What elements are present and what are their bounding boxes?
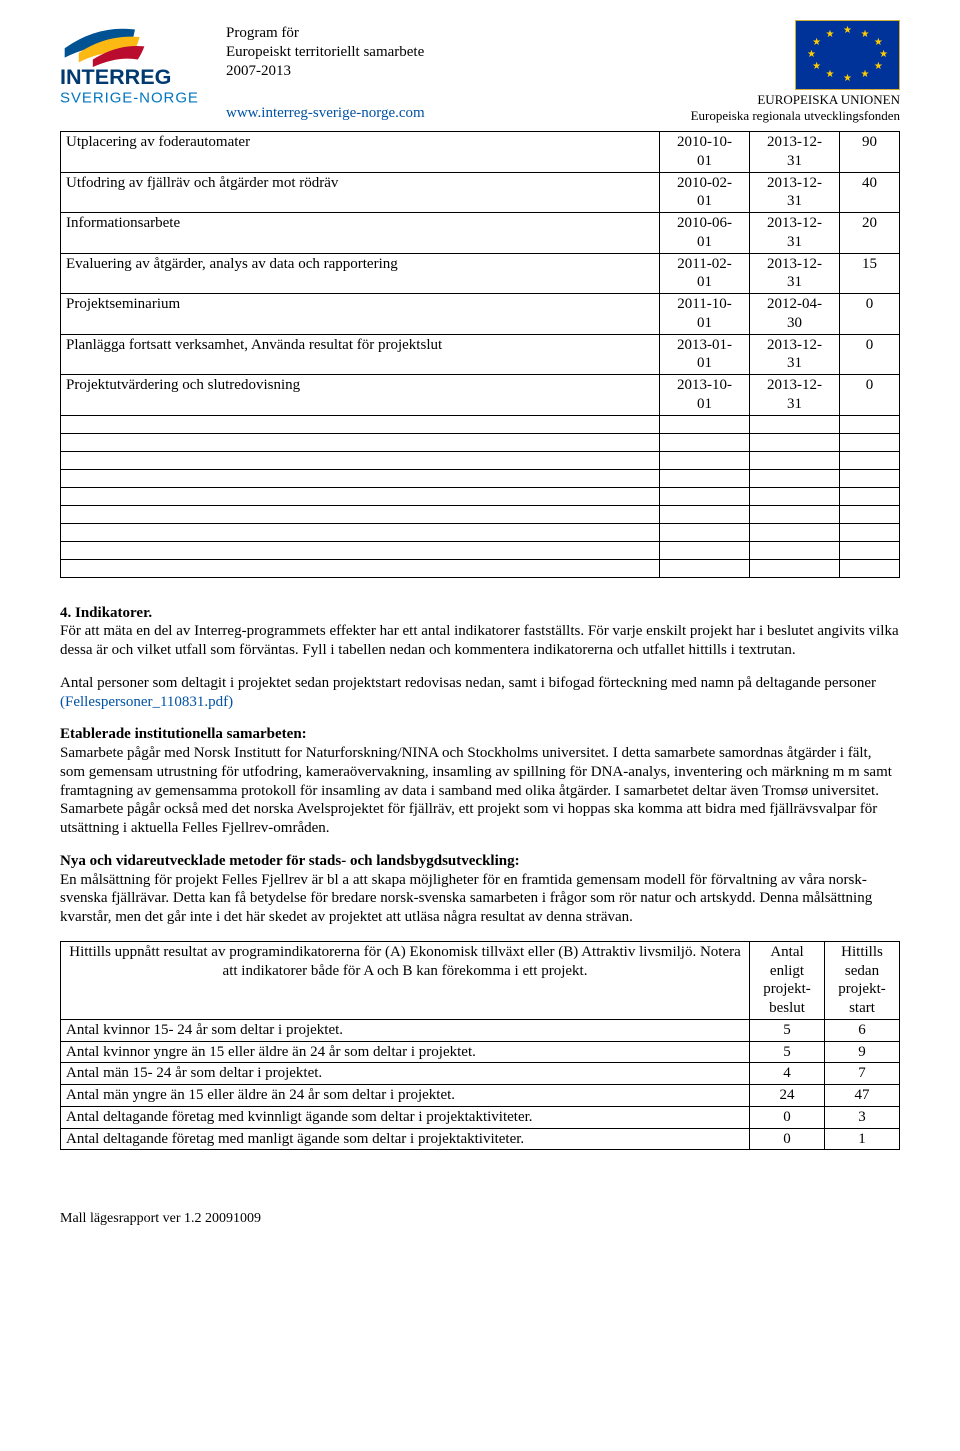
cell-label: Antal deltagande företag med kvinnligt ä… <box>61 1106 750 1128</box>
cell-date-end: 2013-12-31 <box>750 172 840 213</box>
cell-n2: 47 <box>825 1085 900 1107</box>
table-row: Antal kvinnor yngre än 15 eller äldre än… <box>61 1041 900 1063</box>
header-center: Program för Europeiskt territoriellt sam… <box>226 20 675 123</box>
th-antal: Antal enligt projekt- beslut <box>750 941 825 1019</box>
cell-number: 40 <box>840 172 900 213</box>
table-row: Antal kvinnor 15- 24 år som deltar i pro… <box>61 1019 900 1041</box>
cell-date-start: 2013-01-01 <box>660 334 750 375</box>
header-right: ★ ★ ★ ★ ★ ★ ★ ★ ★ ★ ★ ★ EUROPEISKA UNION… <box>691 20 900 123</box>
table-row: Informationsarbete2010-06-012013-12-3120 <box>61 213 900 254</box>
cell-date-start: 2011-02-01 <box>660 253 750 294</box>
table-row-empty <box>61 541 900 559</box>
section-4-heading: 4. Indikatorer. <box>60 604 900 623</box>
sub1: Etablerade institutionella samarbeten: S… <box>60 725 900 838</box>
sub1-heading: Etablerade institutionella samarbeten: <box>60 726 307 742</box>
table-row: Evaluering av åtgärder, analys av data o… <box>61 253 900 294</box>
table-row-empty <box>61 487 900 505</box>
cell-label: Antal deltagande företag med manligt äga… <box>61 1128 750 1150</box>
table-row: Antal män 15- 24 år som deltar i projekt… <box>61 1063 900 1085</box>
activities-table: Utplacering av foderautomater2010-10-012… <box>60 131 900 578</box>
th-hittills: Hittills sedan projekt- start <box>825 941 900 1019</box>
table-row-empty <box>61 451 900 469</box>
cell-activity: Planlägga fortsatt verksamhet, Använda r… <box>61 334 660 375</box>
cell-number: 0 <box>840 334 900 375</box>
sub2-heading: Nya och vidareutvecklade metoder för sta… <box>60 853 520 869</box>
eu-title: EUROPEISKA UNIONEN <box>691 92 900 108</box>
cell-date-start: 2010-10-01 <box>660 132 750 173</box>
website-link[interactable]: www.interreg-sverige-norge.com <box>226 104 675 123</box>
cell-activity: Utfodring av fjällräv och åtgärder mot r… <box>61 172 660 213</box>
program-line-2: Europeiskt territoriellt samarbete <box>226 43 675 62</box>
cell-n2: 6 <box>825 1019 900 1041</box>
cell-n2: 7 <box>825 1063 900 1085</box>
table-row: Projektutvärdering och slutredovisning20… <box>61 375 900 416</box>
cell-date-end: 2013-12-31 <box>750 334 840 375</box>
table-row: Antal deltagande företag med kvinnligt ä… <box>61 1106 900 1128</box>
cell-number: 15 <box>840 253 900 294</box>
cell-n1: 4 <box>750 1063 825 1085</box>
table-row: Antal deltagande företag med manligt äga… <box>61 1128 900 1150</box>
cell-activity: Informationsarbete <box>61 213 660 254</box>
page-header: INTERREG SVERIGE-NORGE Program för Europ… <box>60 20 900 123</box>
para-persons-text: Antal personer som deltagit i projektet … <box>60 675 876 691</box>
cell-n1: 0 <box>750 1128 825 1150</box>
table-row: Utplacering av foderautomater2010-10-012… <box>61 132 900 173</box>
table-row: Planlägga fortsatt verksamhet, Använda r… <box>61 334 900 375</box>
program-line-1: Program för <box>226 24 675 43</box>
svg-text:INTERREG: INTERREG <box>60 64 171 89</box>
cell-date-end: 2012-04-30 <box>750 294 840 335</box>
cell-number: 0 <box>840 294 900 335</box>
para-persons: Antal personer som deltagit i projektet … <box>60 674 900 712</box>
section-4-desc: För att mäta en del av Interreg-programm… <box>60 622 900 660</box>
sub1-body: Samarbete pågår med Norsk Institutt for … <box>60 745 892 836</box>
cell-activity: Projektutvärdering och slutredovisning <box>61 375 660 416</box>
cell-label: Antal män 15- 24 år som deltar i projekt… <box>61 1063 750 1085</box>
eu-flag-icon: ★ ★ ★ ★ ★ ★ ★ ★ ★ ★ ★ ★ <box>795 20 900 90</box>
program-line-3: 2007-2013 <box>226 62 675 81</box>
table-row-empty <box>61 415 900 433</box>
cell-label: Antal män yngre än 15 eller äldre än 24 … <box>61 1085 750 1107</box>
cell-n1: 0 <box>750 1106 825 1128</box>
table-header-row: Hittills uppnått resultat av programindi… <box>61 941 900 1019</box>
cell-n2: 9 <box>825 1041 900 1063</box>
pdf-link[interactable]: (Fellespersoner_110831.pdf) <box>60 694 233 710</box>
cell-date-end: 2013-12-31 <box>750 375 840 416</box>
cell-n2: 3 <box>825 1106 900 1128</box>
cell-activity: Evaluering av åtgärder, analys av data o… <box>61 253 660 294</box>
cell-activity: Utplacering av foderautomater <box>61 132 660 173</box>
cell-n2: 1 <box>825 1128 900 1150</box>
table-row: Utfodring av fjällräv och åtgärder mot r… <box>61 172 900 213</box>
table-row-empty <box>61 433 900 451</box>
cell-number: 0 <box>840 375 900 416</box>
page-footer: Mall lägesrapport ver 1.2 20091009 <box>60 1210 900 1228</box>
cell-n1: 5 <box>750 1019 825 1041</box>
cell-date-end: 2013-12-31 <box>750 213 840 254</box>
cell-date-start: 2010-06-01 <box>660 213 750 254</box>
cell-date-end: 2013-12-31 <box>750 253 840 294</box>
cell-label: Antal kvinnor 15- 24 år som deltar i pro… <box>61 1019 750 1041</box>
cell-date-start: 2011-10-01 <box>660 294 750 335</box>
table-row-empty <box>61 559 900 577</box>
svg-text:SVERIGE-NORGE: SVERIGE-NORGE <box>60 90 199 107</box>
sub2-body: En målsättning för projekt Felles Fjellr… <box>60 872 872 926</box>
table-row: Antal män yngre än 15 eller äldre än 24 … <box>61 1085 900 1107</box>
table-row: Projektseminarium2011-10-012012-04-300 <box>61 294 900 335</box>
eu-subtitle: Europeiska regionala utvecklingsfonden <box>691 108 900 124</box>
table-row-empty <box>61 469 900 487</box>
cell-number: 20 <box>840 213 900 254</box>
cell-n1: 24 <box>750 1085 825 1107</box>
sub2: Nya och vidareutvecklade metoder för sta… <box>60 852 900 927</box>
table-row-empty <box>61 505 900 523</box>
indicators-table: Hittills uppnått resultat av programindi… <box>60 941 900 1151</box>
table-row-empty <box>61 523 900 541</box>
cell-date-start: 2010-02-01 <box>660 172 750 213</box>
th-label: Hittills uppnått resultat av programindi… <box>61 941 750 1019</box>
cell-label: Antal kvinnor yngre än 15 eller äldre än… <box>61 1041 750 1063</box>
cell-date-end: 2013-12-31 <box>750 132 840 173</box>
interreg-logo: INTERREG SVERIGE-NORGE <box>60 20 210 114</box>
cell-date-start: 2013-10-01 <box>660 375 750 416</box>
cell-activity: Projektseminarium <box>61 294 660 335</box>
cell-n1: 5 <box>750 1041 825 1063</box>
cell-number: 90 <box>840 132 900 173</box>
